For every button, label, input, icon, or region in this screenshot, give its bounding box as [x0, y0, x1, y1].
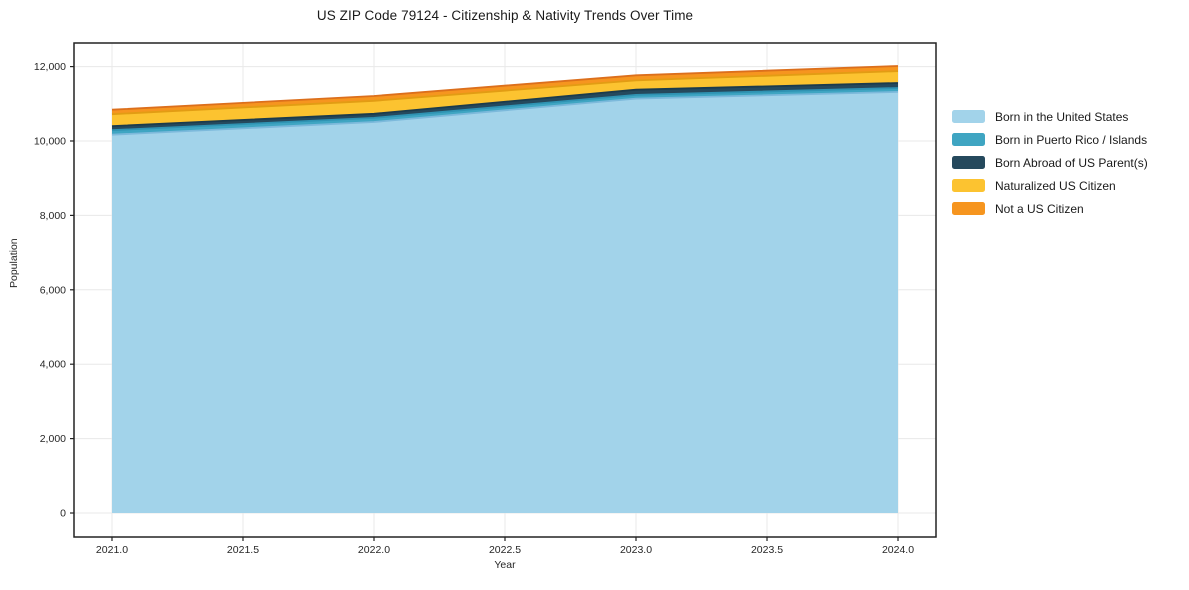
- legend-swatch: [952, 179, 985, 192]
- legend-label: Not a US Citizen: [995, 201, 1084, 216]
- x-tick-label: 2024.0: [882, 544, 914, 556]
- x-tick-label: 2023.0: [620, 544, 652, 556]
- legend-item: Born in Puerto Rico / Islands: [952, 128, 1148, 151]
- y-tick-label: 2,000: [40, 433, 66, 445]
- x-tick-label: 2021.5: [227, 544, 259, 556]
- area-born-abroad-of-us-parent-s: [112, 83, 898, 131]
- legend-item: Naturalized US Citizen: [952, 174, 1148, 197]
- legend-swatch: [952, 202, 985, 215]
- x-axis-label: Year: [494, 559, 516, 571]
- y-axis-label-text: Population: [8, 238, 20, 288]
- y-tick-label: 10,000: [34, 135, 66, 147]
- area-born-in-the-united-states: [112, 91, 898, 514]
- legend-item: Born in the United States: [952, 105, 1148, 128]
- x-tick-label: 2021.0: [96, 544, 128, 556]
- edge-line-born-abroad-of-us-parent-s: [111, 82, 899, 127]
- edge-line-not-a-us-citizen: [111, 65, 899, 111]
- legend-swatch: [952, 110, 985, 123]
- legend-label: Naturalized US Citizen: [995, 178, 1116, 193]
- y-tick-label: 6,000: [40, 284, 66, 296]
- x-tick-label: 2023.5: [751, 544, 783, 556]
- legend-label: Born Abroad of US Parent(s): [995, 155, 1148, 170]
- area-born-in-puerto-rico-islands: [112, 88, 898, 135]
- legend-label: Born in the United States: [995, 109, 1129, 124]
- x-tick-label: 2022.5: [489, 544, 521, 556]
- x-tick-label: 2022.0: [358, 544, 390, 556]
- area-naturalized-us-citizen: [112, 71, 898, 127]
- y-tick-label: 0: [60, 508, 66, 520]
- edge-line-born-in-the-united-states: [111, 91, 899, 136]
- y-tick-label: 8,000: [40, 210, 66, 222]
- y-tick-label: 12,000: [34, 61, 66, 73]
- edge-line-naturalized-us-citizen: [111, 70, 899, 116]
- edge-line-born-in-puerto-rico-islands: [111, 87, 899, 132]
- y-tick-label: 4,000: [40, 359, 66, 371]
- chart-title: US ZIP Code 79124 - Citizenship & Nativi…: [316, 8, 694, 23]
- legend-label: Born in Puerto Rico / Islands: [995, 132, 1148, 147]
- legend-item: Not a US Citizen: [952, 197, 1148, 220]
- legend-swatch: [952, 133, 985, 146]
- legend-swatch: [952, 156, 985, 169]
- legend-item: Born Abroad of US Parent(s): [952, 151, 1148, 174]
- legend: Born in the United States Born in Puerto …: [952, 105, 1148, 220]
